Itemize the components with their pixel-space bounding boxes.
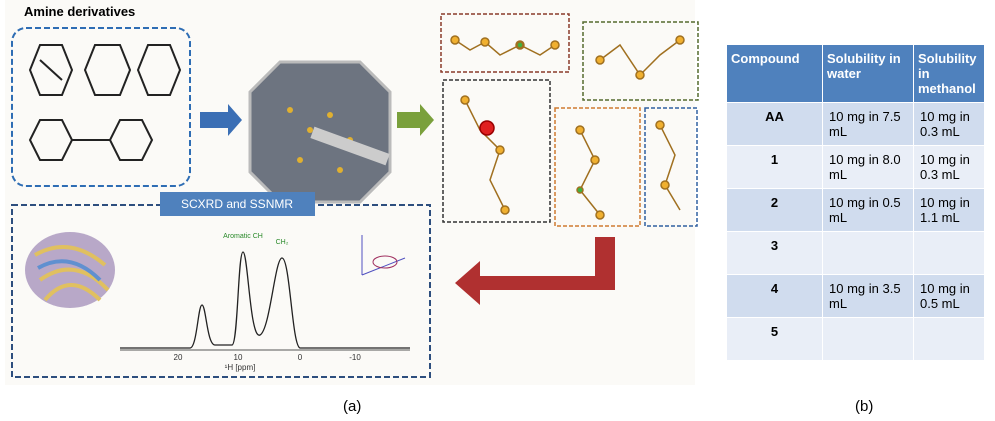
table-cell bbox=[914, 318, 985, 361]
header-row: Compound Solubility in water Solubility … bbox=[727, 45, 985, 103]
table-cell: AA bbox=[727, 103, 823, 146]
table-cell bbox=[823, 232, 914, 275]
caption: (b) bbox=[855, 398, 873, 415]
table-row: 3 bbox=[727, 232, 985, 275]
table-cell: 3 bbox=[727, 232, 823, 275]
table-cell: 10 mg in 1.1 mL bbox=[914, 189, 985, 232]
table-cell: 10 mg in 0.3 mL bbox=[914, 103, 985, 146]
crystal-photo bbox=[25, 232, 115, 308]
table-cell: 10 mg in 8.0 mL bbox=[823, 146, 914, 189]
header-cell: Solubility in methanol bbox=[914, 45, 985, 103]
table-cell: 10 mg in 3.5 mL bbox=[823, 275, 914, 318]
tick-label: 20 bbox=[174, 353, 183, 362]
solubility-table: Compound Solubility in water Solubility … bbox=[727, 45, 985, 360]
peak-label: CH₂ bbox=[276, 239, 289, 246]
table-cell bbox=[914, 232, 985, 275]
header-cell: Compound bbox=[727, 45, 823, 103]
table-cell: 10 mg in 0.3 mL bbox=[914, 146, 985, 189]
tick-label: 10 bbox=[234, 353, 243, 362]
page: Amine derivatives SCXRD and SSNMR Aromat… bbox=[0, 0, 995, 421]
table-cell: 2 bbox=[727, 189, 823, 232]
tick-label: 0 bbox=[298, 353, 303, 362]
peak-label: Aromatic CH bbox=[223, 233, 263, 240]
tick-label: -10 bbox=[349, 353, 361, 362]
panel-a: Amine derivatives SCXRD and SSNMR Aromat… bbox=[0, 0, 700, 390]
table-cell bbox=[823, 318, 914, 361]
table-cell: 1 bbox=[727, 146, 823, 189]
caption: (a) bbox=[343, 398, 361, 415]
table-cell: 10 mg in 0.5 mL bbox=[823, 189, 914, 232]
table-cell: 10 mg in 0.5 mL bbox=[914, 275, 985, 318]
amine-label: Amine derivatives bbox=[24, 4, 135, 19]
table-cell: 5 bbox=[727, 318, 823, 361]
table-cell: 10 mg in 7.5 mL bbox=[823, 103, 914, 146]
header-cell: Solubility in water bbox=[823, 45, 914, 103]
table-cell: 4 bbox=[727, 275, 823, 318]
nmr-axis-label: ¹H [ppm] bbox=[225, 363, 256, 372]
table-row: 5 bbox=[727, 318, 985, 361]
method-label: SCXRD and SSNMR bbox=[181, 197, 293, 211]
